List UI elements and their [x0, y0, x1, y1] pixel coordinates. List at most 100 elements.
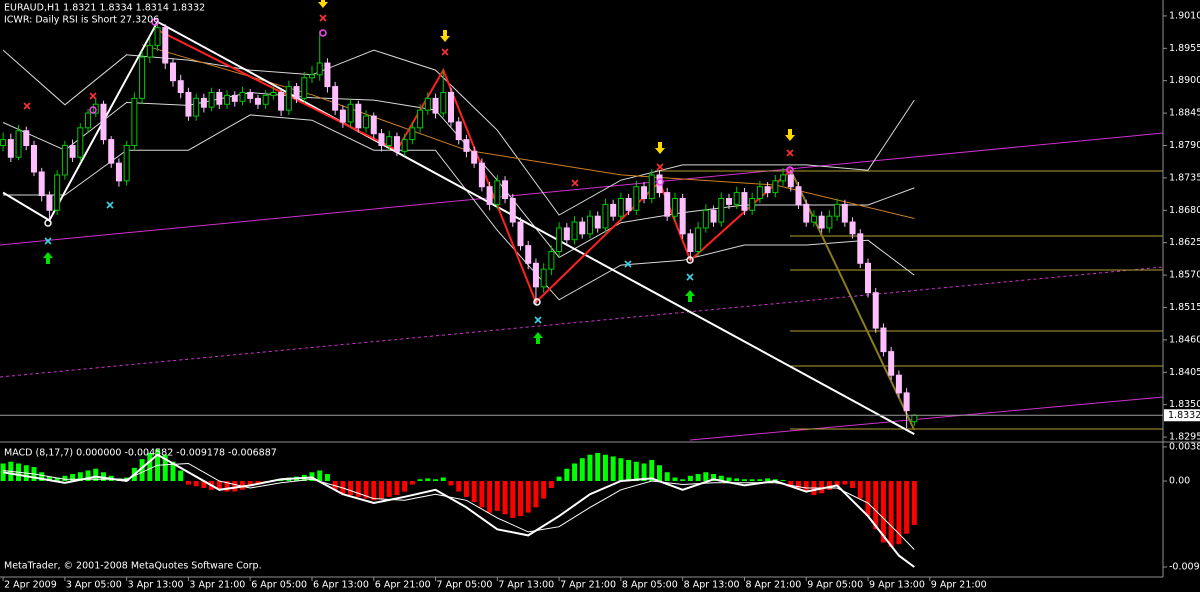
y-tick-label: 0.00389: [1169, 441, 1200, 452]
macd-bar: [317, 470, 323, 482]
candle-body: [216, 91, 223, 105]
candle-body: [85, 112, 92, 129]
macd-bar: [842, 481, 848, 485]
candle-body: [386, 136, 393, 146]
candle-body: [509, 198, 516, 223]
macd-bar: [0, 463, 6, 482]
candle-body: [285, 86, 292, 111]
candle-body: [77, 127, 84, 158]
candle-body: [7, 139, 14, 158]
macd-bar: [626, 459, 632, 482]
signal-cross: [534, 316, 542, 324]
macd-bar: [788, 481, 794, 487]
candle-body: [115, 162, 122, 182]
x-tick-label: 3 Apr 21:00: [189, 580, 245, 591]
macd-bar: [796, 481, 802, 489]
macd-bar: [834, 481, 840, 487]
pivot-circle: [44, 219, 52, 227]
candle-body: [849, 221, 856, 235]
candle-body: [401, 139, 408, 152]
down-arrow: [785, 129, 795, 141]
macd-bar: [734, 478, 740, 482]
signal-cross: [23, 102, 31, 110]
candle-body: [571, 221, 578, 241]
up-arrow: [43, 252, 53, 264]
candle-body: [679, 198, 686, 235]
candle-body: [262, 94, 269, 105]
candle-body: [15, 130, 22, 158]
macd-bar: [232, 481, 238, 492]
candle-body: [378, 133, 385, 146]
macd-bar: [239, 481, 245, 490]
macd-bar: [433, 479, 439, 482]
macd-bar: [873, 481, 879, 530]
macd-bar: [641, 463, 647, 482]
candle-body: [0, 139, 7, 146]
macd-bar: [494, 481, 500, 511]
macd-bar: [780, 480, 786, 482]
candle-body: [177, 80, 184, 93]
candle-body: [123, 144, 130, 182]
candle-body: [702, 209, 709, 229]
candle-body: [393, 136, 400, 152]
x-tick-label: 7 Apr 05:00: [437, 580, 493, 591]
candle-body: [803, 203, 810, 223]
x-tick-label: 9 Apr 13:00: [869, 580, 925, 591]
candle-body: [888, 351, 895, 376]
y-tick-label: 1.9010: [1169, 10, 1200, 21]
copyright: MetaTrader, © 2001-2008 MetaQuotes Softw…: [4, 561, 262, 572]
macd-bar: [765, 478, 771, 482]
signal-cross: [89, 92, 97, 100]
macd-bar: [70, 474, 76, 482]
candle-body: [293, 86, 300, 99]
down-arrow: [318, 0, 328, 8]
macd-bar: [749, 479, 755, 482]
macd-bar: [548, 481, 554, 489]
x-tick-label: 6 Apr 05:00: [251, 580, 307, 591]
pivot-circle: [89, 106, 97, 114]
pivot-circle: [151, 18, 159, 26]
macd-bar: [201, 481, 207, 489]
up-arrow: [685, 290, 695, 302]
down-arrow: [440, 30, 450, 42]
candle-body: [409, 127, 416, 141]
macd-bar: [193, 481, 199, 487]
candle-body: [231, 94, 238, 102]
candle-body: [131, 97, 138, 146]
last-price-tag: [1164, 409, 1200, 422]
candle-body: [517, 221, 524, 247]
macd-bar: [417, 479, 423, 482]
y-tick-label: 1.8405: [1169, 367, 1200, 378]
candle-body: [54, 174, 61, 211]
signal-cross: [441, 48, 449, 56]
macd-bar: [394, 481, 400, 496]
macd-bar: [819, 481, 825, 494]
candle-body: [525, 245, 532, 264]
candle-body: [440, 91, 447, 114]
macd-bar: [255, 481, 261, 485]
macd-bar: [363, 481, 369, 499]
candle-body: [857, 233, 864, 264]
macd-bar: [85, 470, 91, 482]
candle-body: [69, 144, 76, 158]
candle-body: [749, 198, 756, 211]
indicator-line: [3, 462, 915, 550]
macd-bar: [62, 475, 68, 482]
candle-body: [486, 186, 493, 205]
candle-body: [239, 91, 246, 102]
trend-line: [0, 266, 1164, 378]
candle-body: [432, 97, 439, 114]
macd-bar: [904, 481, 910, 534]
candle-body: [895, 374, 902, 394]
y-tick-label: 1.8900: [1169, 75, 1200, 86]
signal-markers: [23, 0, 795, 344]
y-tick-label: 1.8295: [1169, 432, 1200, 443]
macd-bar: [371, 481, 377, 501]
candle-body: [872, 292, 879, 329]
indicator-line: [2, 49, 915, 216]
macd-bar: [888, 481, 894, 547]
candle-body: [185, 91, 192, 117]
candle-body: [810, 215, 817, 223]
y-tick-label: 1.8845: [1169, 108, 1200, 119]
